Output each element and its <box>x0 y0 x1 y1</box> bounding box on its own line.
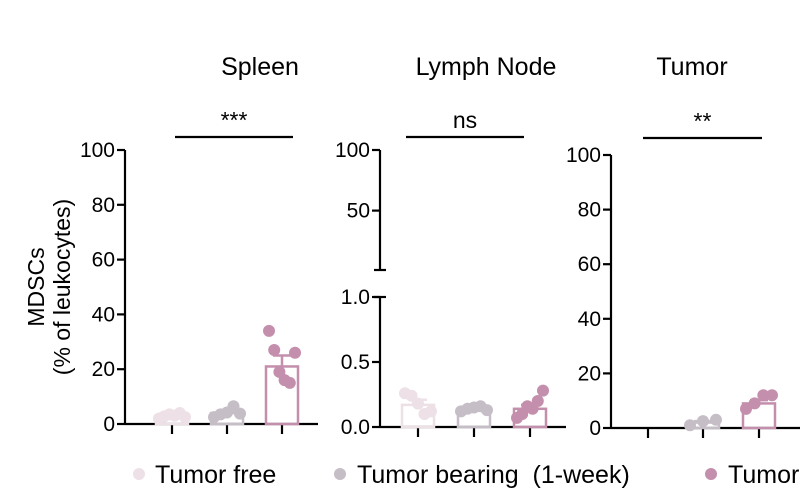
data-point <box>289 346 301 359</box>
legend-item-tumor: Tumor <box>705 461 799 489</box>
y-tick-label: 60 <box>92 249 115 272</box>
y-axis-label-line1: MDSCs <box>23 247 49 326</box>
legend-marker-tumor-free <box>133 468 145 480</box>
legend-item-tumor-free: Tumor free <box>133 461 276 489</box>
panels-layer: Spleen *** 0 20 40 60 80 100 Lymph Node ns 50 100 0.… <box>80 53 800 440</box>
legend-label-tumor: Tumor <box>728 461 799 489</box>
data-point <box>757 389 770 402</box>
legend: Tumor free Tumor bearing (1-week) Tumor <box>133 461 799 489</box>
legend-item-tumor-bearing: Tumor bearing (1-week) <box>334 461 630 489</box>
data-point <box>537 384 549 397</box>
data-point <box>748 397 761 410</box>
panel-tumor: Tumor ** 0 20 40 60 80 100 <box>566 53 800 440</box>
data-point <box>425 405 437 418</box>
y-axis-label-line2: (% of leukocytes) <box>49 199 75 375</box>
panel-spleen: Spleen *** 0 20 40 60 80 100 <box>80 53 318 436</box>
data-point <box>283 376 296 389</box>
data-point <box>234 407 246 420</box>
significance-label: *** <box>221 107 248 133</box>
y-tick-label: 0.5 <box>341 351 370 374</box>
y-tick-label: 100 <box>335 139 370 162</box>
data-point <box>684 419 696 432</box>
y-tick-label: 100 <box>80 139 115 162</box>
legend-label-tumor-free: Tumor free <box>155 461 276 489</box>
y-tick-label: 100 <box>566 144 601 167</box>
y-tick-label: 80 <box>92 194 115 217</box>
panel-title: Lymph Node <box>416 53 557 81</box>
y-tick-label: 20 <box>92 358 115 381</box>
y-tick-label: 0 <box>103 413 115 436</box>
panel-title: Spleen <box>221 53 299 81</box>
panel-title: Tumor <box>656 53 727 81</box>
y-tick-label: 60 <box>578 253 601 276</box>
data-point <box>179 411 191 424</box>
y-tick-label: 80 <box>578 199 601 222</box>
data-point <box>710 413 722 426</box>
data-point <box>268 344 281 357</box>
data-point <box>481 404 493 417</box>
data-point <box>697 415 709 428</box>
panel-lymph-node: Lymph Node ns 50 100 0.0 0.5 1.0 <box>335 53 566 439</box>
significance-label: ns <box>453 107 477 133</box>
data-point <box>531 395 544 407</box>
y-tick-label: 40 <box>92 303 115 326</box>
data-point <box>263 324 275 337</box>
y-tick-label: 40 <box>578 308 601 331</box>
legend-marker-tumor-bearing <box>334 468 346 480</box>
data-point <box>412 397 424 410</box>
y-tick-label: 0 <box>589 417 601 440</box>
data-point <box>766 389 778 402</box>
y-tick-label: 1.0 <box>341 286 370 309</box>
data-point <box>740 402 752 415</box>
significance-label: ** <box>694 108 712 134</box>
y-tick-label: 0.0 <box>341 416 370 439</box>
legend-marker-tumor <box>705 468 717 480</box>
y-tick-label: 20 <box>578 362 601 385</box>
legend-label-tumor-bearing: Tumor bearing (1-week) <box>357 461 630 489</box>
y-tick-label: 50 <box>347 200 370 223</box>
